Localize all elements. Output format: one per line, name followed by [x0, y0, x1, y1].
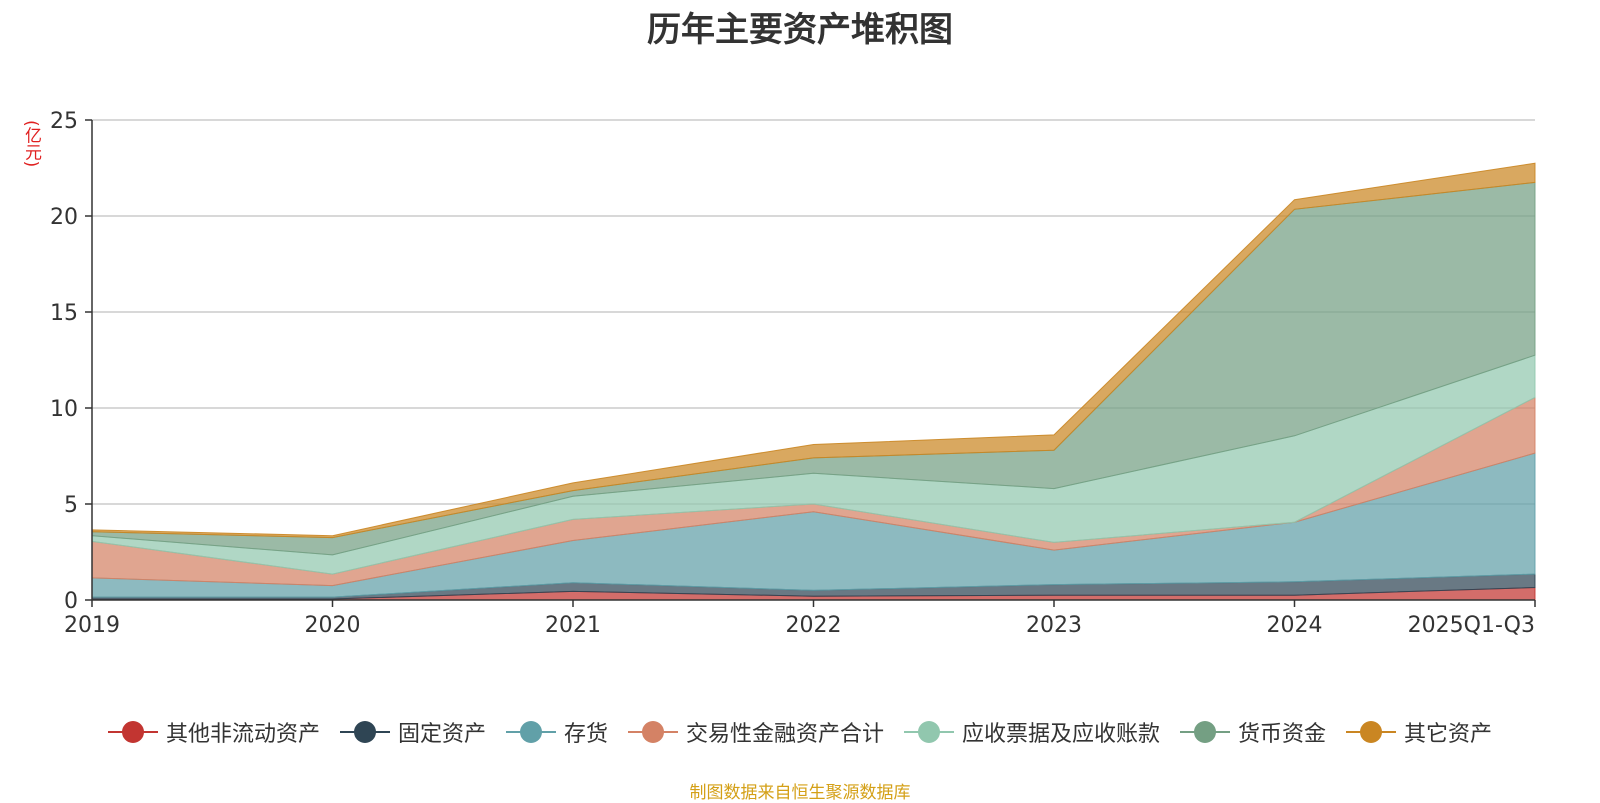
source-note: 制图数据来自恒生聚源数据库	[689, 783, 911, 803]
legend-label: 其他非流动资产	[165, 722, 320, 747]
legend-marker-icon	[339, 719, 390, 745]
y-tick-label: 15	[50, 301, 78, 326]
x-tick-label: 2025Q1-Q3	[1408, 613, 1535, 638]
y-tick-label: 0	[64, 589, 78, 614]
chart-title: 历年主要资产堆积图	[647, 10, 953, 50]
legend-label: 应收票据及应收账款	[962, 722, 1161, 747]
x-tick-label: 2022	[786, 613, 842, 638]
legend-marker-icon	[627, 719, 678, 745]
legend-item[interactable]: 应收票据及应收账款	[904, 716, 1160, 748]
y-tick-label: 5	[64, 493, 78, 518]
area-layer	[91, 162, 1536, 601]
legend-marker-icon	[505, 719, 556, 745]
legend-label: 存货	[563, 722, 608, 747]
legend-label: 货币资金	[1238, 722, 1327, 747]
legend-label: 其它资产	[1404, 722, 1493, 747]
legend-item[interactable]: 交易性金融资产合计	[627, 716, 884, 748]
x-tick-label: 2021	[545, 613, 601, 638]
y-axis-unit-label: (亿元)	[21, 120, 41, 168]
legend-item[interactable]: 存货	[505, 716, 608, 748]
x-tick-label: 2023	[1026, 613, 1082, 638]
legend-marker-icon	[904, 719, 954, 745]
legend: 其他非流动资产 固定资产 存货 交易性金融资产合计 应收票据及应收账款 货币资金 其它资产	[0, 716, 1600, 748]
x-tick-label: 2020	[305, 613, 361, 638]
legend-label: 固定资产	[397, 722, 486, 747]
legend-item[interactable]: 其它资产	[1346, 716, 1492, 748]
x-tick-label: 2024	[1267, 613, 1323, 638]
legend-marker-icon	[1180, 719, 1231, 745]
legend-label: 交易性金融资产合计	[685, 722, 884, 747]
y-tick-label: 10	[50, 397, 78, 422]
legend-item[interactable]: 货币资金	[1180, 716, 1326, 748]
y-tick-label: 20	[50, 205, 78, 230]
legend-marker-icon	[1346, 719, 1397, 745]
legend-marker-icon	[107, 719, 158, 745]
axis-layer: 0 5 10 15 20 25 2019 2020 2021 2022 2023 2024 2025Q1…	[50, 109, 1536, 638]
x-tick-label: 2019	[64, 613, 120, 638]
y-tick-label: 25	[50, 109, 78, 134]
legend-item[interactable]: 其他非流动资产	[107, 716, 320, 748]
area-series	[91, 162, 1536, 539]
legend-item[interactable]: 固定资产	[339, 716, 486, 748]
